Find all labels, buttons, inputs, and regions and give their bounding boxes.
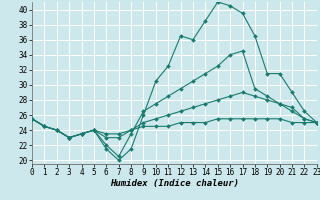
X-axis label: Humidex (Indice chaleur): Humidex (Indice chaleur) — [110, 179, 239, 188]
